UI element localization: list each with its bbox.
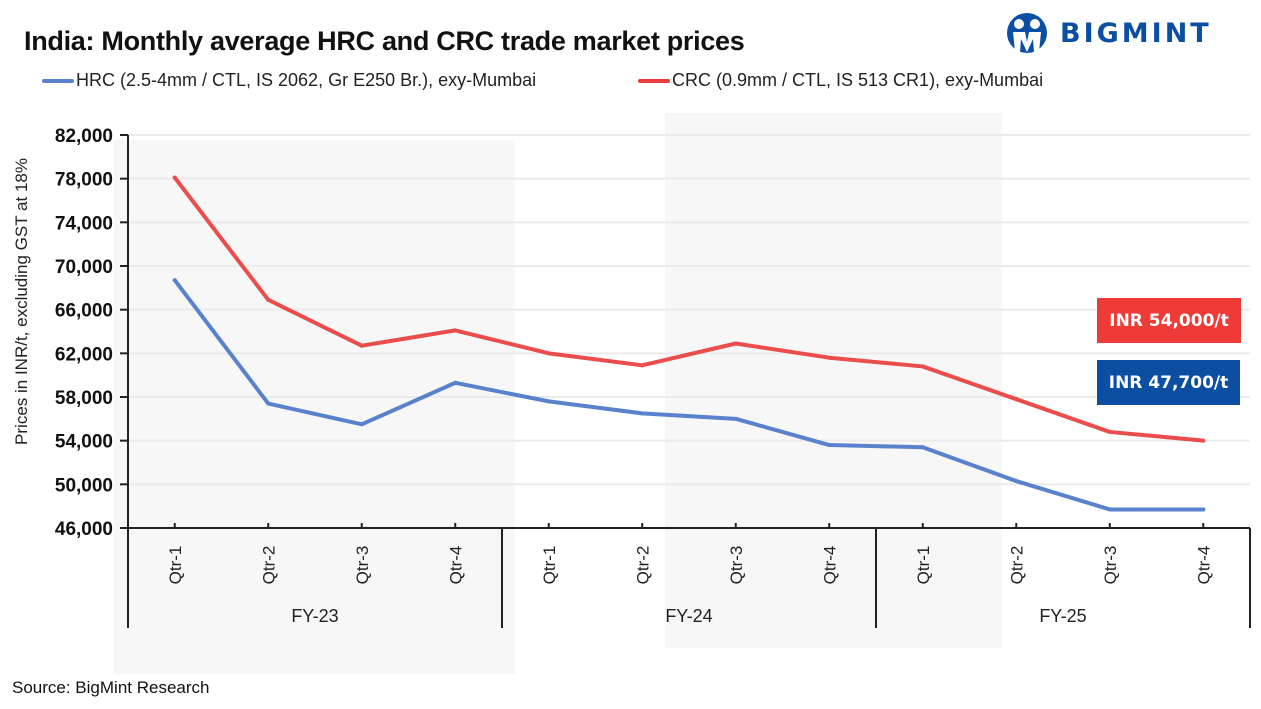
x-tick-label: Qtr-3 [727, 546, 746, 585]
data-point-crc [827, 355, 832, 360]
data-point-crc [266, 297, 271, 302]
data-point-crc [453, 328, 458, 333]
y-tick-label: 46,000 [55, 519, 113, 540]
data-point-hrc [827, 443, 832, 448]
legend-item-crc: CRC (0.9mm / CTL, IS 513 CR1), exy-Mumba… [638, 70, 1043, 91]
data-point-hrc [1107, 507, 1112, 512]
data-point-hrc [1201, 507, 1206, 512]
x-tick-label: Qtr-4 [446, 546, 465, 585]
source-note: Source: BigMint Research [12, 678, 210, 697]
y-tick-label: 58,000 [55, 388, 113, 409]
y-tick-label: 82,000 [55, 126, 113, 147]
data-point-hrc [453, 380, 458, 385]
legend-label-hrc: HRC (2.5-4mm / CTL, IS 2062, Gr E250 Br.… [76, 70, 537, 90]
y-tick-label: 78,000 [55, 170, 113, 191]
shaded-band-fy24-25 [665, 113, 1002, 648]
x-tick-label: Qtr-2 [1007, 546, 1026, 585]
data-point-hrc [359, 422, 364, 427]
x-tick-label: Qtr-4 [820, 546, 839, 585]
data-point-hrc [266, 401, 271, 406]
x-tick-label: Qtr-3 [353, 546, 372, 585]
data-point-crc [920, 364, 925, 369]
bigmint-logo: BIGMINT [1004, 12, 1212, 54]
group-label: FY-25 [1039, 606, 1086, 626]
logo-text: BIGMINT [1060, 17, 1212, 49]
chart-title: India: Monthly average HRC and CRC trade… [24, 26, 745, 56]
legend-swatch-hrc [42, 78, 74, 83]
data-point-hrc [1014, 479, 1019, 484]
shaded-band-fy23 [114, 140, 515, 674]
data-point-crc [640, 363, 645, 368]
y-tick-label: 54,000 [55, 432, 113, 453]
data-point-hrc [640, 411, 645, 416]
data-point-crc [1107, 429, 1112, 434]
data-point-crc [1201, 438, 1206, 443]
x-tick-label: Qtr-4 [1194, 546, 1213, 585]
group-label: FY-23 [291, 606, 338, 626]
legend-label-crc: CRC (0.9mm / CTL, IS 513 CR1), exy-Mumba… [672, 70, 1044, 90]
y-axis-title: Prices in INR/t, excluding GST at 18% [12, 158, 31, 445]
data-point-hrc [733, 416, 738, 421]
legend-swatch-crc [638, 78, 670, 83]
x-tick-label: Qtr-2 [633, 546, 652, 585]
y-tick-label: 66,000 [55, 301, 113, 322]
y-tick-label: 74,000 [55, 213, 113, 234]
y-tick-label: 50,000 [55, 475, 113, 496]
series-line-crc [172, 175, 1206, 443]
data-point-crc [546, 351, 551, 356]
data-point-hrc [920, 445, 925, 450]
legend-item-hrc: HRC (2.5-4mm / CTL, IS 2062, Gr E250 Br.… [42, 70, 536, 91]
data-point-crc [172, 175, 177, 180]
annotation-hrc-latest: INR 47,700/t [1097, 360, 1240, 405]
x-tick-label: Qtr-1 [166, 546, 185, 585]
series-line-hrc [172, 278, 1206, 512]
x-tick-label: Qtr-1 [540, 546, 559, 585]
data-point-crc [1014, 397, 1019, 402]
y-tick-label: 70,000 [55, 257, 113, 278]
y-tick-label: 62,000 [55, 344, 113, 365]
x-tick-label: Qtr-2 [259, 546, 278, 585]
x-tick-label: Qtr-1 [914, 546, 933, 585]
data-point-hrc [172, 278, 177, 283]
data-point-crc [733, 341, 738, 346]
data-point-crc [359, 343, 364, 348]
data-point-hrc [546, 399, 551, 404]
group-label: FY-24 [665, 606, 712, 626]
x-tick-label: Qtr-3 [1101, 546, 1120, 585]
bigmint-logo-icon [1007, 13, 1047, 53]
annotation-crc-latest: INR 54,000/t [1097, 298, 1241, 343]
